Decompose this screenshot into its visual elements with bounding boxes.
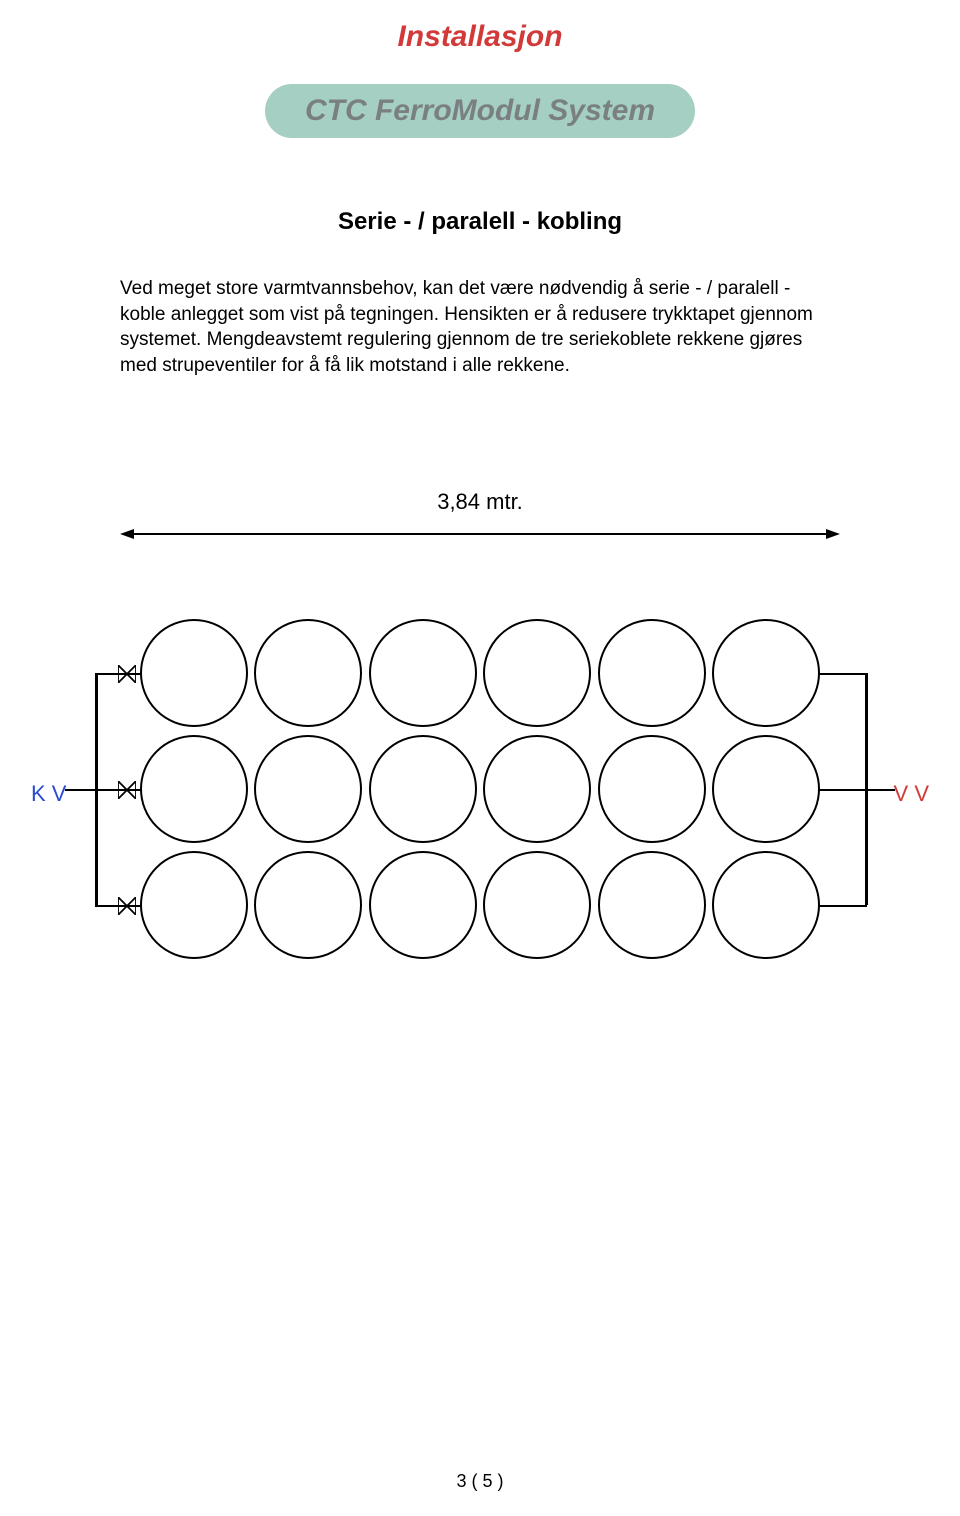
subtitle: Serie - / paralell - kobling [0,208,960,236]
tank [140,619,248,727]
badge-container: CTC FerroModul System [0,84,960,138]
valve-icon [118,897,136,915]
tank [598,735,706,843]
pipe-kv-feed [65,789,95,792]
tank [369,851,477,959]
tank [598,851,706,959]
tank [712,735,820,843]
dimension-label: 3,84 mtr. [65,489,895,515]
kv-label: K V [31,781,66,807]
tank-grid [140,619,820,967]
dimension-arrow [120,527,840,541]
valve-icon [118,781,136,799]
page-number: 3 ( 5 ) [0,1471,960,1492]
tank [483,619,591,727]
tank [140,735,248,843]
tank [598,619,706,727]
tank-row [140,735,820,843]
tank [254,851,362,959]
pipe-row1-right [817,673,867,676]
tank [712,851,820,959]
pipe-vv-feed [865,789,895,792]
tank [254,619,362,727]
pipe-row3-right [817,905,867,908]
tank [140,851,248,959]
page-title: Installasjon [0,0,960,54]
tank-row [140,851,820,959]
tank [369,735,477,843]
tank [369,619,477,727]
valve-icon [118,665,136,683]
body-paragraph: Ved meget store varmtvannsbehov, kan det… [120,276,840,379]
tank-row [140,619,820,727]
diagram: 3,84 mtr. [65,489,895,1049]
tank [712,619,820,727]
tank [483,735,591,843]
vv-label: V V [894,781,929,807]
tank [483,851,591,959]
system-badge: CTC FerroModul System [265,84,695,138]
pipe-row2-right [817,789,867,792]
tank [254,735,362,843]
